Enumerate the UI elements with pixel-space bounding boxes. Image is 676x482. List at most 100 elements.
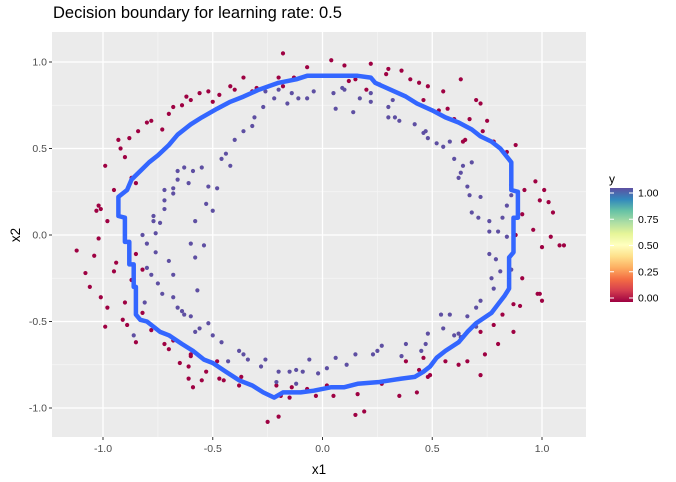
data-point: [219, 340, 224, 345]
data-point: [111, 269, 117, 274]
data-point: [489, 276, 494, 281]
data-point: [171, 272, 176, 277]
data-point: [465, 359, 470, 364]
data-point: [162, 187, 167, 193]
data-point: [263, 357, 268, 362]
data-point: [105, 305, 110, 310]
y-tick-label: 0.5: [32, 143, 47, 155]
data-point: [520, 276, 525, 281]
data-point: [478, 373, 483, 378]
data-point: [548, 234, 553, 239]
data-point: [353, 352, 358, 357]
data-point: [149, 272, 154, 277]
data-point: [166, 347, 171, 352]
data-point: [364, 87, 369, 92]
data-point: [460, 139, 466, 144]
data-point: [236, 383, 242, 388]
data-point: [469, 210, 474, 215]
colorbar-label: 0.75: [638, 214, 659, 226]
data-point: [125, 322, 130, 328]
data-point: [171, 186, 176, 191]
data-point: [144, 265, 149, 270]
data-point: [550, 210, 556, 215]
x-axis-title: x1: [312, 462, 326, 477]
data-point: [98, 295, 103, 300]
x-tick-label: 0.0: [315, 443, 330, 455]
data-point: [232, 87, 237, 92]
data-point: [245, 357, 250, 362]
data-point: [511, 329, 516, 334]
data-point: [144, 120, 149, 125]
x-tick-label: -0.5: [204, 443, 222, 455]
data-point: [258, 364, 264, 369]
y-axis: -1.0 -0.5 0.0 0.5 1.0: [29, 57, 52, 415]
data-point: [441, 326, 446, 331]
x-tick-label: 0.5: [425, 443, 440, 455]
data-point: [493, 257, 499, 262]
data-point: [287, 369, 292, 374]
data-point: [175, 305, 180, 310]
data-point: [294, 381, 299, 386]
data-point: [171, 104, 176, 110]
data-point: [221, 378, 226, 383]
data-point: [416, 367, 422, 373]
data-point: [456, 362, 461, 367]
data-point: [480, 129, 485, 134]
data-point: [239, 374, 244, 379]
data-point: [447, 312, 452, 317]
data-point: [397, 118, 402, 123]
data-point: [188, 97, 193, 103]
data-point: [162, 206, 167, 212]
data-point: [491, 322, 496, 328]
data-point: [116, 137, 121, 142]
data-point: [313, 393, 319, 398]
data-point: [375, 348, 380, 354]
data-point: [362, 409, 367, 414]
data-point: [151, 213, 156, 219]
data-point: [171, 191, 176, 196]
data-point: [342, 63, 347, 68]
data-point: [491, 286, 496, 291]
data-point: [500, 215, 505, 220]
data-point: [204, 369, 209, 374]
data-point: [427, 373, 433, 378]
data-point: [344, 362, 349, 367]
data-point: [122, 155, 128, 160]
data-point: [193, 219, 198, 224]
data-points: [74, 51, 567, 424]
data-point: [474, 305, 479, 310]
data-point: [193, 255, 198, 260]
y-axis-title: x2: [8, 228, 23, 242]
data-point: [186, 376, 191, 381]
data-point: [487, 229, 492, 234]
data-point: [285, 101, 290, 106]
data-point: [403, 341, 409, 347]
data-point: [305, 96, 310, 101]
data-point: [118, 146, 123, 151]
data-point: [188, 241, 193, 246]
data-point: [261, 104, 266, 110]
data-point: [399, 68, 404, 73]
data-point: [190, 168, 196, 174]
data-point: [421, 355, 426, 360]
data-point: [557, 243, 562, 248]
data-point: [522, 187, 527, 193]
colorbar-label: 1.00: [638, 188, 659, 200]
colorbar-label: 0.50: [638, 240, 659, 252]
data-point: [149, 328, 154, 333]
data-point: [537, 198, 542, 203]
data-point: [500, 312, 505, 317]
data-point: [219, 156, 224, 161]
data-point: [531, 227, 536, 232]
data-point: [250, 123, 255, 129]
data-point: [241, 129, 246, 134]
data-point: [496, 229, 501, 234]
data-point: [496, 341, 501, 347]
data-point: [438, 312, 444, 317]
data-point: [465, 314, 470, 319]
data-point: [386, 115, 391, 120]
data-point: [561, 243, 567, 248]
data-point: [272, 96, 277, 101]
data-point: [206, 321, 211, 326]
